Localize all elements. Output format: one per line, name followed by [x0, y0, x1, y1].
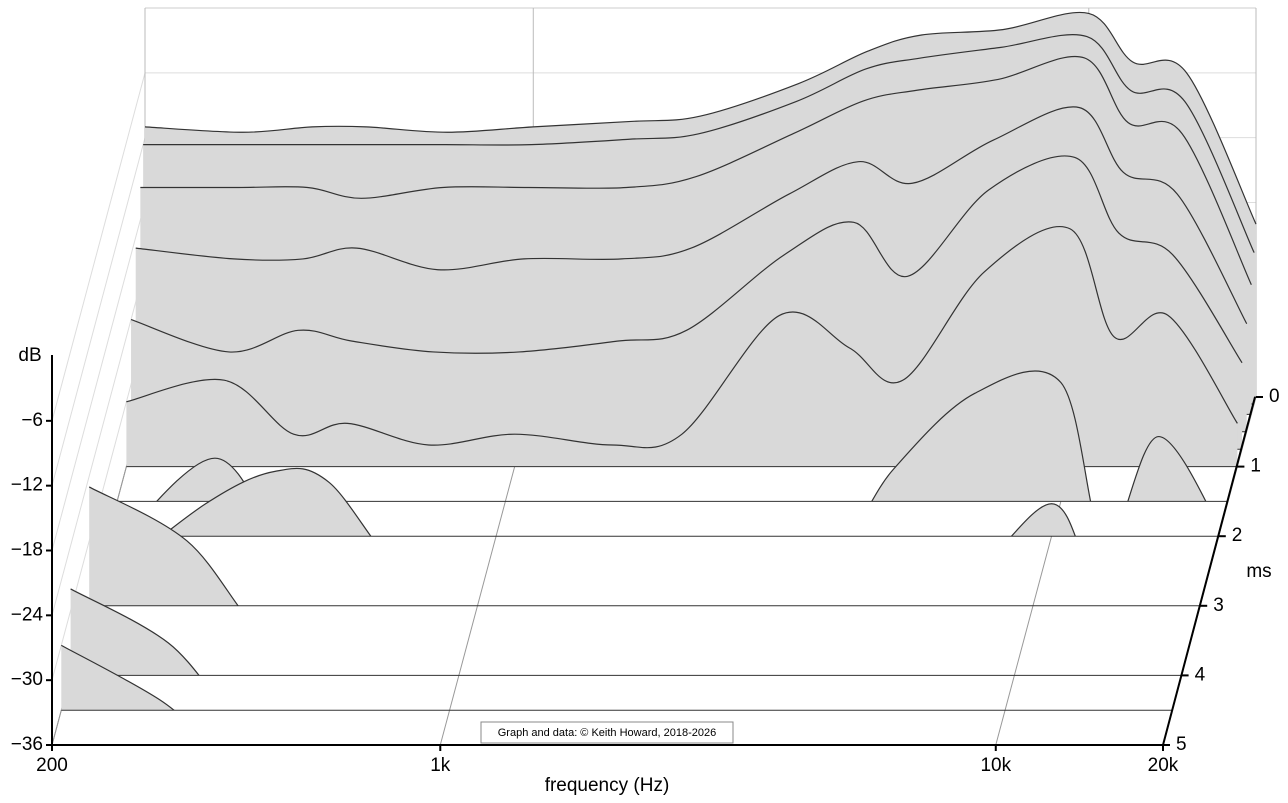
x-axis-label: frequency (Hz): [545, 775, 670, 796]
slice-curve: [160, 467, 1076, 537]
y-tick-label: −30: [11, 669, 43, 690]
slice-curve: [143, 33, 1255, 253]
x-tick-label: 1k: [430, 755, 451, 776]
slice: [160, 467, 1076, 537]
x-tick-label: 10k: [980, 755, 1011, 776]
y-tick-label: −6: [21, 410, 43, 431]
z-tick-label: 1: [1250, 456, 1261, 477]
y-axis-label: dB: [18, 345, 41, 366]
y-tick-label: −24: [11, 604, 44, 625]
slice-curve: [144, 11, 1257, 225]
slice: [155, 370, 1207, 502]
slice-curve: [130, 155, 1243, 364]
slice-curve: [126, 226, 1238, 449]
grid-line: [51, 137, 146, 486]
z-tick-label: 2: [1232, 525, 1243, 546]
annotation-box: [480, 721, 734, 744]
slices: [61, 11, 1257, 711]
z-tick-label: 4: [1195, 664, 1206, 685]
slice: [61, 644, 175, 711]
slice-fill: [61, 645, 174, 711]
z-axis-label: ms: [1246, 561, 1271, 582]
z-tick-label: 0: [1269, 386, 1280, 407]
y-tick-label: −18: [11, 540, 43, 561]
x-tick-label: 20k: [1148, 755, 1179, 776]
slice-fill: [156, 371, 1206, 502]
z-tick-label: 5: [1176, 734, 1187, 755]
grid-line: [51, 267, 146, 616]
slice-curve: [70, 588, 200, 676]
slice-curve: [140, 55, 1252, 285]
z-axis: [1162, 396, 1256, 746]
grid-line: [51, 202, 146, 551]
axes: [46, 355, 1263, 751]
x-tick-label: 200: [36, 755, 68, 776]
slice-fill: [89, 486, 239, 606]
slice: [88, 486, 239, 606]
slice-fill: [161, 468, 1076, 537]
slice-curve: [135, 106, 1248, 325]
y-tick-label: −12: [11, 475, 43, 496]
z-tick-label: 3: [1213, 595, 1224, 616]
grid-line: [51, 72, 146, 421]
annotation: Graph and data: © Keith Howard, 2018-202…: [498, 727, 716, 739]
slice: [70, 588, 200, 676]
y-tick-label: −36: [11, 734, 43, 755]
slice-fill: [70, 588, 200, 676]
